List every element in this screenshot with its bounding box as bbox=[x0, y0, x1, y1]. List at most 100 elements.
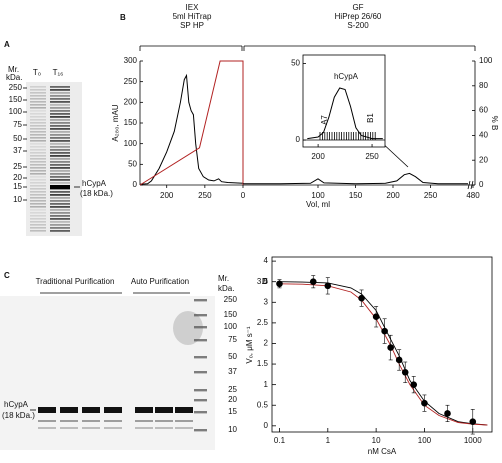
gel-band bbox=[50, 182, 70, 184]
gel-band bbox=[30, 137, 46, 139]
gel-band bbox=[50, 155, 70, 157]
gel-band bbox=[30, 173, 46, 175]
x-tick-label: 0.1 bbox=[274, 436, 286, 445]
data-point bbox=[421, 399, 428, 407]
mr-label: Mr. bbox=[8, 65, 19, 74]
panel-label: C bbox=[4, 271, 10, 280]
marker-label: 10 bbox=[13, 195, 22, 204]
gel-band bbox=[30, 89, 46, 91]
gel-band bbox=[30, 227, 46, 229]
gel-band bbox=[104, 407, 122, 413]
marker-label: 75 bbox=[228, 335, 237, 344]
data-point bbox=[469, 418, 477, 426]
data-point bbox=[444, 410, 451, 417]
gel-band bbox=[50, 194, 70, 196]
gel-band bbox=[30, 191, 46, 193]
gel-band bbox=[30, 182, 46, 184]
gel-band bbox=[50, 170, 70, 172]
lane-label: T₁₆ bbox=[53, 68, 64, 77]
gel-band bbox=[50, 203, 70, 205]
header-label: SP HP bbox=[180, 21, 204, 30]
gel-band bbox=[50, 92, 70, 94]
gel-band bbox=[104, 427, 122, 429]
gel-band bbox=[135, 407, 153, 413]
gel-band bbox=[30, 188, 46, 190]
gel-band bbox=[30, 95, 46, 97]
gel-band bbox=[30, 131, 46, 133]
gel-band bbox=[50, 206, 70, 208]
group-label: Auto Purification bbox=[131, 277, 189, 286]
y-tick-label: 3 bbox=[264, 297, 269, 306]
x-tick-label: 100 bbox=[311, 191, 325, 200]
marker-label: 37 bbox=[13, 146, 22, 155]
ladder-band bbox=[194, 356, 207, 359]
gel-band bbox=[30, 221, 46, 223]
y-axis-label: Vₒ, μM s⁻¹ bbox=[245, 326, 254, 364]
header-label: HiPrep 26/60 bbox=[335, 12, 382, 21]
y-tick-label: 50 bbox=[291, 59, 300, 68]
y-tick-label: 300 bbox=[124, 56, 138, 65]
y-tick-label: 1.5 bbox=[257, 359, 269, 368]
gel-band bbox=[50, 89, 70, 91]
gel-band bbox=[30, 200, 46, 202]
x-tick-label: 200 bbox=[386, 191, 400, 200]
gel-band bbox=[50, 191, 70, 193]
gel-band bbox=[30, 119, 46, 121]
gel-band bbox=[175, 407, 193, 413]
gel-band bbox=[30, 155, 46, 157]
y-tick-label: 0 bbox=[264, 421, 269, 430]
gel-band bbox=[50, 95, 70, 97]
marker-label: 25 bbox=[13, 162, 22, 171]
x-axis-label: Vol, ml bbox=[306, 200, 330, 209]
gel-band bbox=[30, 176, 46, 178]
ladder-band bbox=[194, 429, 207, 432]
gel-band bbox=[50, 200, 70, 202]
gel-band bbox=[50, 224, 70, 226]
gel-band bbox=[30, 110, 46, 112]
gel-band bbox=[50, 107, 70, 109]
gel-band bbox=[38, 427, 56, 429]
gel-band bbox=[50, 185, 70, 189]
gel-band bbox=[38, 420, 56, 422]
ladder-band bbox=[194, 399, 207, 402]
gel-band bbox=[30, 140, 46, 142]
gel-band bbox=[30, 122, 46, 124]
marker-label: 25 bbox=[228, 385, 237, 394]
panel-label: B bbox=[120, 13, 126, 22]
gel-band bbox=[30, 209, 46, 211]
gel-band bbox=[30, 215, 46, 217]
gel-band bbox=[30, 230, 46, 232]
x-tick-label: 480 bbox=[466, 191, 480, 200]
gel-band bbox=[60, 420, 78, 422]
band-label: hCypA bbox=[4, 400, 29, 409]
gel-band bbox=[30, 146, 46, 148]
gel-band bbox=[30, 185, 46, 187]
data-point bbox=[324, 282, 332, 290]
marker-label: 250 bbox=[9, 83, 23, 92]
gel-band bbox=[50, 209, 70, 211]
gel-band bbox=[50, 230, 70, 232]
marker-label: 37 bbox=[228, 367, 237, 376]
gel-band bbox=[30, 158, 46, 160]
chromatogram-line bbox=[139, 60, 244, 186]
gel-band bbox=[50, 152, 70, 154]
gel-band bbox=[50, 146, 70, 148]
marker-label: 250 bbox=[224, 295, 238, 304]
gel-band bbox=[30, 203, 46, 205]
gel-band bbox=[50, 119, 70, 121]
gel-band bbox=[30, 167, 46, 169]
fit-curve bbox=[279, 281, 488, 426]
gel-band bbox=[50, 227, 70, 229]
gel-band bbox=[30, 179, 46, 181]
gel-band bbox=[50, 134, 70, 136]
gel-band bbox=[50, 110, 70, 112]
mr-label: kDa. bbox=[6, 73, 22, 82]
y2-axis-label: % B bbox=[490, 116, 499, 131]
gel-band bbox=[50, 197, 70, 199]
ladder-band bbox=[194, 411, 207, 414]
gel-band bbox=[38, 407, 56, 413]
mr-label: kDa. bbox=[218, 284, 234, 293]
gel-band bbox=[50, 173, 70, 175]
gel-band bbox=[155, 407, 173, 413]
